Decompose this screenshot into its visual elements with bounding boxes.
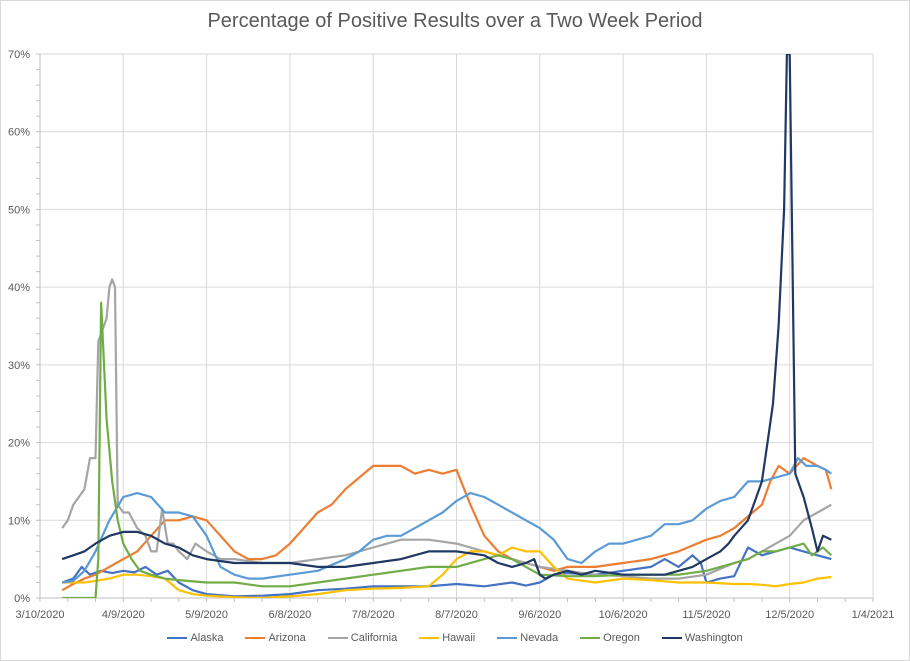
legend-swatch xyxy=(661,637,682,639)
legend-label: Hawaii xyxy=(442,632,476,644)
x-tick-label: 12/5/2020 xyxy=(765,609,814,621)
legend-swatch xyxy=(419,637,440,639)
x-axis-labels: 3/10/2020 4/9/2020 5/9/2020 6/8/2020 7/8/202… xyxy=(16,609,895,621)
y-tick-label: 10% xyxy=(8,515,30,527)
legend-swatch xyxy=(245,637,266,639)
legend-label: Arizona xyxy=(268,632,306,644)
series-line-california xyxy=(61,278,832,580)
series-line-washington xyxy=(61,54,832,580)
y-axis-labels: 0% 10% 20% 30% 40% 50% 60% 70% xyxy=(8,49,30,605)
legend-item-california: California xyxy=(327,632,398,644)
x-tick-label: 4/9/2020 xyxy=(102,609,145,621)
legend-item-nevada: Nevada xyxy=(497,632,558,644)
legend-label: Alaska xyxy=(190,632,224,644)
x-tick-label: 11/5/2020 xyxy=(682,609,730,621)
x-tick-label: 10/6/2020 xyxy=(599,609,648,621)
y-tick-label: 40% xyxy=(8,282,30,294)
legend-item-arizona: Arizona xyxy=(245,632,306,644)
x-tick-label: 6/8/2020 xyxy=(268,609,311,621)
legend-swatch xyxy=(497,637,518,639)
series-line-oregon xyxy=(62,301,833,598)
y-tick-label: 0% xyxy=(14,593,30,605)
chart-title: Percentage of Positive Results over a Tw… xyxy=(207,10,703,32)
x-tick-label: 8/7/2020 xyxy=(435,609,478,621)
y-tick-label: 60% xyxy=(8,127,30,139)
legend-label: Washington xyxy=(684,632,743,644)
x-tick-label: 3/10/2020 xyxy=(16,609,65,621)
legend-label: California xyxy=(350,632,398,644)
legend-swatch xyxy=(327,637,348,639)
legend-label: Oregon xyxy=(603,632,640,644)
series-line-hawaii xyxy=(62,546,832,598)
x-tick-label: 9/6/2020 xyxy=(518,609,561,621)
legend-item-alaska: Alaska xyxy=(167,632,223,644)
legend-item-washington: Washington xyxy=(661,632,743,644)
y-tick-label: 50% xyxy=(8,204,30,216)
series-line-nevada xyxy=(62,457,832,584)
axes xyxy=(36,53,874,602)
x-tick-label: 7/8/2020 xyxy=(352,609,395,621)
y-tick-label: 30% xyxy=(8,360,30,372)
legend-swatch xyxy=(167,637,188,639)
y-tick-label: 20% xyxy=(8,438,30,450)
legend: Alaska Arizona California Hawaii Nevada Orego… xyxy=(0,632,910,644)
x-tick-label: 5/9/2020 xyxy=(185,609,228,621)
legend-label: Nevada xyxy=(520,632,559,644)
legend-swatch xyxy=(580,637,601,639)
legend-item-hawaii: Hawaii xyxy=(419,632,475,644)
y-tick-label: 70% xyxy=(8,49,30,61)
series-line-arizona xyxy=(61,457,833,592)
gridlines xyxy=(40,53,874,598)
x-tick-label: 1/4/2021 xyxy=(852,609,895,621)
legend-item-oregon: Oregon xyxy=(580,632,640,644)
series-lines xyxy=(61,54,833,598)
